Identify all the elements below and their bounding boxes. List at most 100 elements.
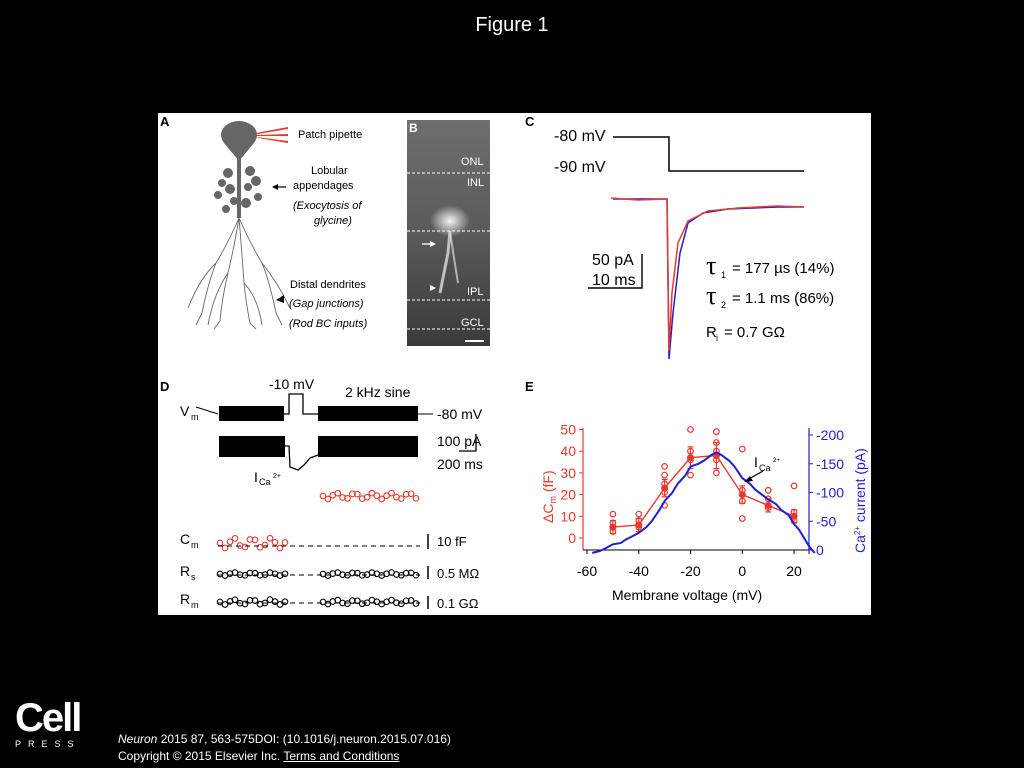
- cm-scale: 10 fF: [437, 534, 467, 549]
- data-circle: [231, 535, 239, 542]
- data-circle: [226, 538, 234, 546]
- data-circle: [349, 490, 356, 498]
- label-sine: 2 kHz sine: [345, 384, 411, 400]
- panel-e-letter: E: [525, 379, 534, 394]
- y-left-tick-label: 20: [560, 487, 576, 503]
- panel-e: E -60 -40 -20 0 20010203040500-50-100-150-20…: [525, 379, 868, 603]
- scale-current-c: 50 pA: [592, 252, 634, 269]
- y-right-tick-label: -100: [816, 485, 844, 501]
- slide-title: Figure 1: [475, 14, 549, 36]
- citation-line: Neuron 2015 87, 563-575DOI: (10.1016/j.n…: [118, 732, 451, 746]
- panel-a-letter: A: [160, 114, 170, 129]
- y-right-tick-label: 0: [816, 542, 824, 558]
- label-distal-dendrites: Distal dendrites: [290, 279, 366, 291]
- ica-label: I: [254, 469, 258, 485]
- label-glycine: glycine): [314, 215, 352, 227]
- data-circle: [402, 490, 410, 498]
- cell-press-logo: Cell PRESS: [15, 696, 82, 749]
- label-appendages: appendages: [293, 180, 354, 192]
- data-circle: [353, 597, 361, 605]
- e-ica-label: I: [754, 454, 758, 470]
- cm-mean-point: [687, 454, 695, 462]
- label-rod-bc-inputs: (Rod BC inputs): [289, 318, 368, 330]
- panel-a: A: [160, 114, 368, 330]
- y-right-tick-label: -150: [816, 456, 844, 472]
- data-circle: [412, 494, 420, 502]
- ri-main: R: [706, 324, 717, 341]
- data-circle: [221, 544, 229, 552]
- ica-arrow-icon: [744, 470, 764, 482]
- data-circle: [241, 543, 249, 551]
- tau2-sub: 2: [721, 300, 726, 310]
- capacitance-dots: [216, 489, 420, 608]
- scale-current-d: 100 pA: [437, 433, 482, 449]
- tau2-text: = 1.1 ms (86%): [732, 290, 834, 307]
- data-circle: [246, 536, 254, 543]
- vm-step: [284, 393, 318, 415]
- data-circle: [271, 598, 279, 605]
- e-ylabel-right: Ca2+ current (pA): [852, 448, 868, 553]
- data-circle: [246, 569, 254, 577]
- baseline-lines: [218, 545, 420, 604]
- data-circle: [407, 490, 415, 498]
- label-exocytosis: (Exocytosis of: [293, 200, 362, 212]
- cm-point: [661, 471, 669, 479]
- cm-point: [738, 515, 746, 522]
- data-circle: [349, 569, 356, 577]
- x-tick-label: 20: [786, 563, 802, 579]
- data-circle: [281, 598, 289, 606]
- tau1-text: = 177 µs (14%): [732, 260, 834, 277]
- panel-d-letter: D: [160, 379, 169, 394]
- data-circle: [329, 570, 337, 577]
- x-tick-label: -40: [629, 563, 649, 579]
- ica-sub: Ca: [259, 477, 271, 487]
- cm-point: [713, 469, 720, 477]
- voltage-protocol: [613, 136, 804, 172]
- copyright-line: Copyright © 2015 Elsevier Inc. Terms and…: [118, 749, 400, 763]
- e-xlabel: Membrane voltage (mV): [612, 587, 762, 603]
- e-ica-sup: 2+: [773, 458, 780, 464]
- terms-link[interactable]: Terms and Conditions: [283, 749, 400, 763]
- patch-pipette-icon: [256, 127, 288, 143]
- rm-sub: m: [191, 600, 199, 610]
- data-circle: [261, 541, 269, 549]
- cm-point: [764, 504, 772, 512]
- data-circle: [378, 495, 386, 503]
- current-trace: [610, 197, 805, 352]
- data-circle: [216, 539, 224, 547]
- rs-label: R: [180, 563, 190, 579]
- vm-sine-block: [318, 406, 418, 421]
- rs-scale: 0.5 MΩ: [437, 566, 480, 581]
- data-circle: [251, 536, 259, 544]
- panel-b: B ONL INL IPL GCL: [407, 120, 490, 346]
- cm-point: [764, 486, 772, 494]
- label-v-hold: -80 mV: [554, 128, 606, 145]
- label-v-step: -90 mV: [554, 159, 606, 176]
- panel-b-letter: B: [409, 121, 418, 135]
- data-circle: [353, 490, 361, 498]
- cm-point: [661, 480, 669, 488]
- data-circle: [349, 597, 356, 604]
- data-circle: [388, 489, 395, 497]
- data-circle: [339, 494, 346, 501]
- tau1-sub: 1: [721, 270, 726, 280]
- y-left-tick-label: 40: [560, 443, 576, 459]
- y-left-tick-label: 30: [560, 465, 576, 481]
- cm-label: C: [180, 531, 190, 547]
- tau-symbol: τ: [706, 251, 716, 280]
- e-ylabel-left: ΔCm (fF): [540, 470, 558, 523]
- data-circle: [231, 596, 239, 604]
- tau-symbol: τ: [706, 281, 716, 310]
- y-left-tick-label: 50: [560, 422, 576, 438]
- scale-bar-d: [459, 434, 477, 452]
- scale-bar-c: [588, 254, 643, 289]
- data-circle: [397, 495, 405, 502]
- data-circle: [221, 601, 229, 608]
- data-circle: [344, 495, 351, 502]
- data-circle: [373, 492, 381, 499]
- label-step-voltage: -10 mV: [269, 376, 315, 392]
- citation: Neuron 2015 87, 563-575DOI: (10.1016/j.n…: [118, 731, 451, 765]
- panel-c: C -80 mV -90 mV 50 pA 10 ms τ 1 = 177 µs…: [525, 114, 834, 360]
- cm-point: [790, 508, 798, 516]
